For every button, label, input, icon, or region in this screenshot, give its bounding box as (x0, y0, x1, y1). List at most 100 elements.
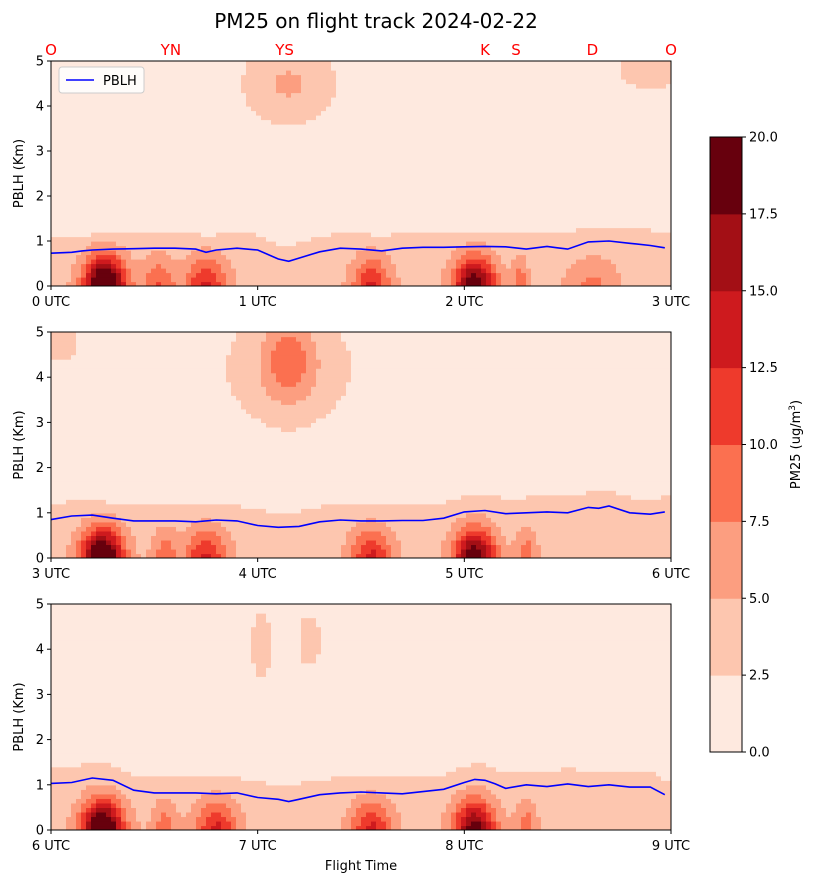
pm25-cell (531, 182, 537, 188)
pm25-cell (266, 124, 272, 130)
pm25-cell (261, 137, 267, 143)
pm25-cell (411, 232, 417, 238)
pm25-cell (521, 142, 527, 148)
pm25-cell (386, 277, 392, 283)
pm25-cell (261, 70, 267, 76)
pm25-cell (276, 214, 282, 220)
pm25-cell (416, 106, 422, 112)
pm25-cell (456, 187, 462, 193)
pm25-cell (201, 218, 207, 224)
pm25-cell (71, 196, 77, 202)
pm25-cell (481, 151, 487, 157)
pm25-cell (276, 281, 282, 286)
pm25-cell (411, 128, 417, 134)
pm25-cell (106, 128, 112, 134)
pm25-cell (316, 205, 322, 211)
pm25-cell (476, 281, 482, 286)
pm25-cell (356, 263, 362, 269)
pm25-cell (196, 277, 202, 283)
pm25-cell (141, 263, 147, 269)
pm25-cell (166, 160, 172, 166)
pm25-cell (401, 263, 407, 269)
pm25-cell (411, 79, 417, 85)
pm25-cell (86, 101, 92, 107)
pm25-cell (61, 254, 67, 260)
pm25-cell (276, 88, 282, 94)
pm25-cell (356, 277, 362, 283)
pm25-cell (361, 263, 367, 269)
pm25-cell (291, 268, 297, 274)
pm25-cell (186, 281, 192, 286)
pm25-cell (81, 115, 87, 121)
pm25-cell (351, 128, 357, 134)
pm25-cell (281, 74, 287, 80)
pm25-cell (266, 272, 272, 278)
pm25-cell (291, 160, 297, 166)
pm25-cell (401, 281, 407, 286)
pm25-cell (451, 236, 457, 242)
pm25-cell (276, 178, 282, 184)
pm25-cell (411, 241, 417, 247)
pm25-cell (221, 137, 227, 143)
pm25-cell (336, 173, 342, 179)
pm25-cell (431, 227, 437, 233)
pm25-cell (106, 142, 112, 148)
pm25-cell (396, 191, 402, 197)
pm25-cell (271, 101, 277, 107)
pm25-cell (486, 110, 492, 116)
pm25-cell (111, 92, 117, 98)
pm25-cell (406, 187, 412, 193)
pm25-cell (366, 133, 372, 139)
pm25-cell (366, 137, 372, 143)
pm25-cell (136, 92, 142, 98)
pm25-cell (466, 173, 472, 179)
pm25-cell (496, 97, 502, 103)
pm25-cell (281, 119, 287, 125)
pm25-cell (241, 227, 247, 233)
pm25-cell (526, 160, 532, 166)
pm25-cell (81, 245, 87, 251)
pm25-cell (161, 124, 167, 130)
pm25-cell (386, 263, 392, 269)
pm25-cell (501, 160, 507, 166)
pm25-cell (406, 65, 412, 71)
pm25-cell (136, 146, 142, 152)
pm25-cell (341, 119, 347, 125)
pm25-cell (391, 259, 397, 265)
pm25-cell (96, 151, 102, 157)
pm25-cell (376, 124, 382, 130)
pm25-cell (496, 65, 502, 71)
pm25-cell (161, 173, 167, 179)
pm25-cell (541, 182, 547, 188)
pm25-cell (316, 263, 322, 269)
pm25-cell (216, 79, 222, 85)
pm25-cell (236, 119, 242, 125)
pm25-cell (511, 277, 517, 283)
pm25-cell (506, 92, 512, 98)
pm25-cell (151, 160, 157, 166)
pm25-cell (426, 115, 432, 121)
pm25-cell (346, 254, 352, 260)
pm25-cell (71, 119, 77, 125)
pm25-cell (126, 160, 132, 166)
pm25-cell (506, 232, 512, 238)
pm25-cell (416, 70, 422, 76)
pm25-cell (211, 263, 217, 269)
pm25-cell (121, 263, 127, 269)
pm25-cell (111, 223, 117, 229)
pm25-cell (56, 281, 62, 286)
pm25-cell (116, 245, 122, 251)
pm25-cell (186, 232, 192, 238)
pm25-cell (391, 250, 397, 256)
pm25-cell (391, 146, 397, 152)
pm25-cell (161, 70, 167, 76)
pm25-cell (476, 178, 482, 184)
pm25-cell (76, 101, 82, 107)
pm25-cell (401, 187, 407, 193)
pm25-cell (391, 97, 397, 103)
pm25-cell (256, 223, 262, 229)
pm25-cell (71, 110, 77, 116)
pm25-cell (146, 97, 152, 103)
pm25-cell (196, 182, 202, 188)
pm25-cell (276, 196, 282, 202)
